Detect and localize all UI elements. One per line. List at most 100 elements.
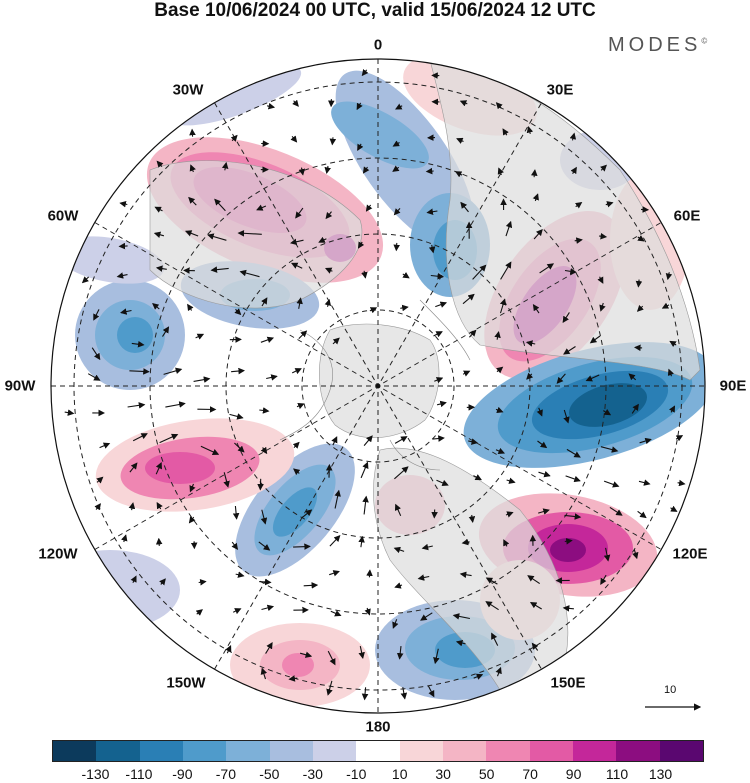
wind-vector-arrow [609,506,623,516]
wind-vector-arrow [392,165,400,172]
wind-vector-arrow [293,468,301,476]
wind-vector-arrow [260,336,275,343]
wind-vector-arrow [556,373,566,384]
wind-vector-arrow [603,547,611,562]
wind-vector-arrow [468,514,476,523]
wind-vector-arrow [234,308,242,316]
wind-vector-arrow [94,503,101,511]
wind-vector-arrow [93,309,100,321]
wind-vector-arrow [394,436,408,444]
wind-vector-arrow [120,308,132,315]
wind-vector-arrow [184,230,199,237]
wind-vector-arrow [332,337,340,345]
brand-mark: © [701,36,708,46]
wind-vector-arrow [505,220,513,237]
wind-vector-arrow [433,648,440,665]
wind-vector-arrow [301,509,313,519]
wind-vector-arrow [564,513,582,520]
wind-vector-arrow [329,570,340,577]
wind-vector-arrow [292,99,299,107]
wind-vector-arrow [637,235,645,242]
wind-vector-arrow [428,244,436,254]
wind-vector-arrow [195,333,205,340]
wind-vector-arrow [266,102,276,110]
wind-vector-arrow [360,461,369,479]
wind-vector-arrow [600,446,619,453]
wind-vector-arrow [266,374,278,381]
wind-vector-arrow [159,433,179,444]
wind-vector-arrow [329,535,341,547]
wind-vector-arrow [433,331,443,338]
wind-vector-arrow [459,571,472,579]
wind-vector-arrow [562,605,574,612]
wind-vector-arrow [132,433,148,442]
colorbar-swatch [659,741,703,761]
wind-vector-arrow [118,242,128,250]
wind-vector-arrow [502,128,509,136]
wind-vector-arrow [265,642,273,654]
colorbar-tick-label: 130 [648,766,673,782]
wind-vector-arrow [468,329,477,338]
colorbar-swatch [269,741,313,761]
wind-vector-arrow [506,477,516,484]
wind-vector-arrow [325,211,333,220]
wind-vector-arrow [603,480,620,488]
wind-vector-arrow [358,645,365,659]
wind-vector-arrow [536,407,543,417]
wind-vector-arrow [256,204,267,211]
wind-vector-arrow [665,272,673,281]
wind-vector-arrow [198,579,207,586]
wind-vector-arrow [532,193,539,202]
wind-vector-arrow [331,436,338,446]
wind-vector-arrow [495,447,506,454]
wind-vector-arrow [165,401,186,408]
wind-vector-arrow [159,578,166,586]
wind-vector-arrow [232,505,240,520]
landmasses [149,59,701,691]
wind-vector-arrow [459,100,468,107]
wind-vector-arrow [425,167,434,175]
wind-vector-arrow [225,645,232,654]
wind-vector-arrow [562,312,570,324]
wind-vector-arrow [96,476,104,484]
wind-vector-arrow [421,543,433,551]
wind-vector-arrow [394,503,402,517]
wind-vector-arrow [189,164,196,173]
wind-vector-arrow [64,409,75,416]
wind-vector-arrow [393,208,401,216]
reference-vector [645,703,702,711]
wind-vector-arrow [500,261,512,280]
colorbar-swatch [96,741,140,761]
colorbar [52,740,704,762]
lon-label-30w: 30W [172,81,204,99]
wind-vector-arrow [162,326,170,337]
wind-vector-arrow [532,303,540,314]
wind-vector-arrow [129,368,150,375]
wind-vector-arrow [163,367,183,375]
colorbar-swatch [572,741,617,761]
wind-vector-arrow [330,610,342,617]
wind-vector-arrow [455,639,466,647]
wind-vector-arrow [456,137,464,144]
wind-vector-arrow [575,201,583,209]
wind-vector-arrow [526,126,534,135]
colorbar-tick-label: -130 [81,766,110,782]
wind-vector-arrow [293,543,311,550]
wind-vector-arrow [394,466,409,480]
wind-vector-arrow [436,400,447,408]
wind-vector-arrow [358,535,365,548]
wind-vector-arrow [529,602,542,610]
colorbar-swatch [529,741,573,761]
wind-vector-arrow [91,347,101,361]
wind-vector-arrow [295,207,304,219]
wind-vector-arrow [632,549,639,560]
wind-vector-arrow [670,505,678,512]
wind-vector-arrow [259,578,272,586]
wind-vector-arrow [189,128,196,137]
wind-vector-arrow [503,539,510,547]
wind-vector-arrow [496,366,504,374]
wind-vector-arrow [564,268,577,275]
wind-vector-arrow [537,440,548,449]
wind-vector-arrow [494,331,501,340]
wind-vector-arrow [234,442,245,453]
